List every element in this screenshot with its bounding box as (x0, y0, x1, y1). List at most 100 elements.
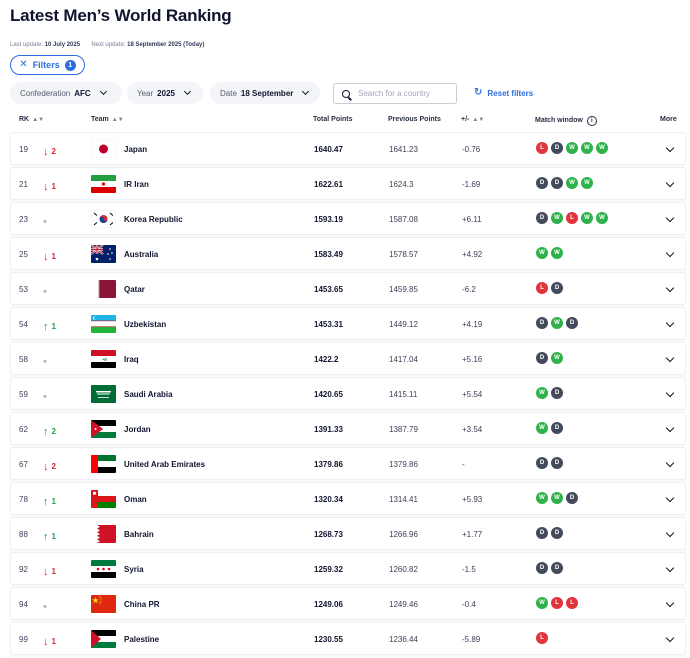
match-result-badge[interactable]: W (536, 492, 548, 504)
match-result-badge[interactable]: D (566, 317, 578, 329)
match-result-badge[interactable]: D (536, 562, 548, 574)
team-name[interactable]: Uzbekistan (124, 320, 167, 329)
team-name[interactable]: Iraq (124, 355, 139, 364)
chevron-down-icon[interactable] (665, 423, 675, 433)
team-name[interactable]: Qatar (124, 285, 145, 294)
match-result-badge[interactable]: W (551, 317, 563, 329)
match-result-badge[interactable]: D (536, 527, 548, 539)
match-result-badge[interactable]: D (536, 317, 548, 329)
match-result-badge[interactable]: W (566, 142, 578, 154)
table-row[interactable]: 62 ↑ 2 Jordan 1391.33 1387.79 +3.54 W D (10, 412, 686, 445)
match-result-badge[interactable]: L (566, 212, 578, 224)
reset-filters-link[interactable]: ↻ Reset filters (474, 88, 533, 98)
match-result-badge[interactable]: L (536, 142, 548, 154)
team-name[interactable]: IR Iran (124, 180, 149, 189)
team-name[interactable]: Oman (124, 495, 147, 504)
match-result-badge[interactable]: D (551, 282, 563, 294)
country-search[interactable] (333, 83, 457, 104)
table-row[interactable]: 99 ↓ 1 Palestine 1230.55 1236.44 -5.89 L (10, 622, 686, 655)
team-name[interactable]: Syria (124, 565, 144, 574)
chevron-down-icon[interactable] (665, 213, 675, 223)
rank-column-header[interactable]: RK ▲▼ (19, 116, 45, 123)
team-name[interactable]: Japan (124, 145, 148, 154)
table-row[interactable]: 94 • China PR 1249.06 1249.46 -0.4 W L L (10, 587, 686, 620)
match-result-badge[interactable]: L (536, 632, 548, 644)
match-result-badge[interactable]: W (536, 597, 548, 609)
chevron-down-icon[interactable] (665, 528, 675, 538)
chevron-down-icon[interactable] (665, 178, 675, 188)
close-icon[interactable]: ✕ (19, 59, 28, 70)
chevron-down-icon[interactable] (665, 143, 675, 153)
match-result-badge[interactable]: L (536, 282, 548, 294)
rank-movement: • (43, 355, 50, 368)
match-result-badge[interactable]: W (581, 212, 593, 224)
match-result-badge[interactable]: W (596, 212, 608, 224)
team-name[interactable]: Korea Republic (124, 215, 183, 224)
info-icon[interactable]: i (586, 116, 597, 126)
table-row[interactable]: 54 ↑ 1 Uzbekistan 1453.31 1449.12 +4.19 D W D (10, 307, 686, 340)
table-row[interactable]: 23 • Korea Republic 1593.19 1587.08 +6.11 D W L W… (10, 202, 686, 235)
match-result-badge[interactable]: D (536, 212, 548, 224)
match-result-badge[interactable]: W (596, 142, 608, 154)
table-row[interactable]: 19 ↓ 2 Japan 1640.47 1641.23 -0.76 L D W W W (10, 132, 686, 165)
team-name[interactable]: Saudi Arabia (124, 390, 173, 399)
team-name[interactable]: Australia (124, 250, 159, 259)
match-result-badge[interactable]: D (551, 422, 563, 434)
date-select[interactable]: Date 18 September (210, 82, 320, 104)
match-result-badge[interactable]: D (536, 352, 548, 364)
match-result-badge[interactable]: L (566, 597, 578, 609)
match-result-badge[interactable]: D (551, 562, 563, 574)
match-result-badge[interactable]: D (536, 457, 548, 469)
match-result-badge[interactable]: W (551, 247, 563, 259)
table-row[interactable]: 58 • ﷲ Iraq 1422.2 1417.04 +5.16 D W (10, 342, 686, 375)
match-result-badge[interactable]: D (551, 387, 563, 399)
match-result-badge[interactable]: W (566, 177, 578, 189)
filters-button[interactable]: ✕ Filters 1 (10, 55, 85, 75)
chevron-down-icon[interactable] (665, 318, 675, 328)
match-result-badge[interactable]: L (551, 597, 563, 609)
match-result-badge[interactable]: W (551, 212, 563, 224)
team-name[interactable]: United Arab Emirates (124, 460, 206, 469)
table-row[interactable]: 25 ↓ 1 Australia 1583.49 1578.57 +4.92 W W (10, 237, 686, 270)
chevron-down-icon[interactable] (665, 248, 675, 258)
chevron-down-icon[interactable] (665, 458, 675, 468)
rank-movement-value: 1 (51, 567, 56, 576)
match-result-badge[interactable]: D (551, 142, 563, 154)
team-column-header[interactable]: Team ▲▼ (91, 116, 124, 123)
table-row[interactable]: 21 ↓ 1 IR Iran 1622.61 1624.3 -1.69 D D W W (10, 167, 686, 200)
chevron-down-icon[interactable] (665, 633, 675, 643)
chevron-down-icon[interactable] (665, 493, 675, 503)
diff-column-header[interactable]: +/- ▲▼ (461, 116, 485, 123)
table-row[interactable]: 88 ↑ 1 Bahrain 1268.73 1266.96 +1.77 D D (10, 517, 686, 550)
confederation-select[interactable]: Confederation AFC (10, 82, 122, 104)
team-name[interactable]: Jordan (124, 425, 151, 434)
match-result-badge[interactable]: D (536, 177, 548, 189)
chevron-down-icon[interactable] (665, 563, 675, 573)
match-result-badge[interactable]: D (551, 457, 563, 469)
match-result-badge[interactable]: W (581, 142, 593, 154)
match-result-badge[interactable]: W (536, 422, 548, 434)
year-select[interactable]: Year 2025 (127, 82, 203, 104)
team-name[interactable]: China PR (124, 600, 160, 609)
search-input[interactable] (358, 89, 448, 98)
team-name[interactable]: Bahrain (124, 530, 154, 539)
table-row[interactable]: 67 ↓ 2 United Arab Emirates 1379.86 1379.86 - D… (10, 447, 686, 480)
chevron-down-icon[interactable] (665, 283, 675, 293)
match-result-badge[interactable]: W (551, 352, 563, 364)
table-row[interactable]: 92 ↓ 1 Syria 1259.32 1260.82 -1.5 D D (10, 552, 686, 585)
team-name[interactable]: Palestine (124, 635, 160, 644)
table-row[interactable]: 53 • Qatar 1453.65 1459.85 -6.2 L D (10, 272, 686, 305)
match-result-badge[interactable]: W (581, 177, 593, 189)
table-row[interactable]: 78 ↑ 1 Oman 1320.34 1314.41 +5.93 W W D (10, 482, 686, 515)
match-result-badge[interactable]: D (551, 177, 563, 189)
table-row[interactable]: 59 • Saudi Arabia 1420.65 1415.11 +5.54 W D (10, 377, 686, 410)
match-result-badge[interactable]: D (566, 492, 578, 504)
match-result-badge[interactable]: D (551, 527, 563, 539)
match-result-badge[interactable]: W (536, 387, 548, 399)
chevron-down-icon[interactable] (665, 353, 675, 363)
no-change-dot-icon: • (43, 601, 47, 613)
match-result-badge[interactable]: W (536, 247, 548, 259)
chevron-down-icon[interactable] (665, 598, 675, 608)
chevron-down-icon[interactable] (665, 388, 675, 398)
match-result-badge[interactable]: W (551, 492, 563, 504)
